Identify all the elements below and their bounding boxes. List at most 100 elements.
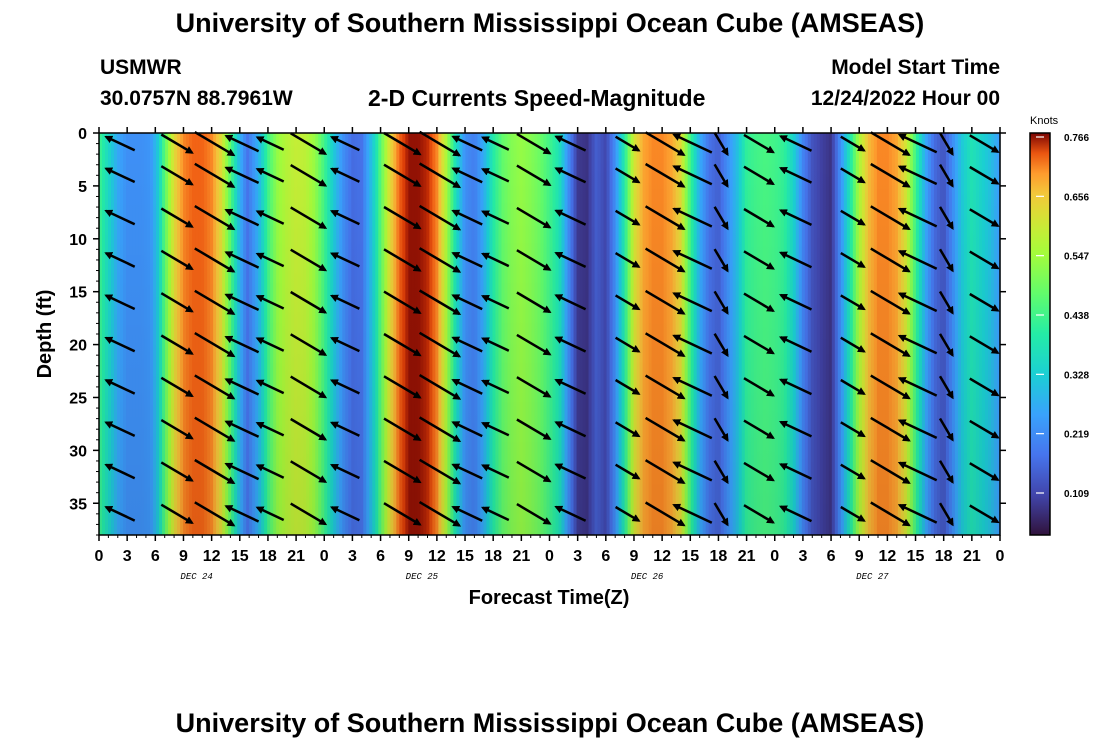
current-arrow [672, 334, 713, 355]
current-arrow [778, 463, 813, 480]
current-arrow [383, 502, 422, 526]
current-arrow [938, 333, 954, 358]
x-axis-ticks: 0 3 6 9 12 15 18 21 0 3 6 9 12 15 18 21 0 3 6 9 12 15 18 21 0 3 6 9… [95, 127, 1005, 565]
current-arrow [290, 375, 328, 399]
current-arrow [255, 136, 285, 151]
current-arrow [329, 336, 360, 353]
x-tick-label: 12 [428, 548, 446, 565]
current-arrow [614, 167, 641, 184]
current-arrow [480, 168, 510, 183]
current-arrow [713, 206, 729, 231]
current-arrow [516, 418, 552, 440]
current-arrow [104, 209, 136, 226]
colorbar: Knots 0.766 0.656 0.547 0.438 0.328 0.219 0.10… [1029, 115, 1089, 536]
current-arrow [255, 506, 285, 522]
y-tick-label: 10 [69, 232, 87, 249]
current-arrow [290, 248, 328, 272]
date-label: DEC 24 [180, 572, 212, 582]
x-tick-label: 21 [512, 548, 530, 565]
model-start-label: Model Start Time [831, 56, 1000, 79]
current-arrow [329, 379, 360, 395]
current-arrow [870, 205, 911, 231]
current-arrow [778, 251, 813, 269]
current-arrow [938, 460, 954, 484]
y-tick-label: 25 [69, 390, 87, 407]
current-arrow [224, 335, 260, 354]
current-arrow [969, 134, 1000, 153]
current-vectors [104, 130, 1000, 527]
current-arrow [840, 505, 866, 522]
current-arrow [451, 294, 483, 311]
x-tick-label: 21 [738, 548, 756, 565]
current-arrow [290, 206, 328, 229]
current-arrow [104, 294, 136, 311]
current-arrow [938, 417, 954, 442]
current-arrow [451, 378, 483, 395]
current-arrow [418, 204, 462, 231]
current-arrow [255, 294, 285, 310]
current-arrow [743, 461, 775, 482]
current-arrow [516, 132, 552, 155]
current-arrow [743, 377, 775, 397]
colorbar-tick-label: 0.109 [1064, 489, 1089, 500]
current-arrow [290, 417, 328, 441]
current-arrow [614, 421, 641, 438]
current-arrow [418, 416, 462, 443]
x-tick-label: 3 [798, 548, 807, 565]
current-arrow [644, 131, 686, 156]
current-arrow [778, 420, 813, 438]
current-arrow [418, 247, 462, 273]
current-arrow [644, 374, 686, 400]
y-tick-label: 35 [69, 496, 87, 513]
current-arrow [480, 252, 510, 268]
current-arrow [644, 205, 686, 231]
current-arrow [480, 379, 510, 395]
current-arrow [713, 502, 729, 527]
current-arrow [870, 247, 911, 273]
current-arrow [897, 165, 938, 186]
x-tick-label: 3 [573, 548, 582, 565]
current-arrow [104, 252, 136, 268]
current-arrow [329, 506, 360, 522]
current-arrow [383, 290, 422, 314]
current-arrow [614, 209, 641, 226]
current-arrow [743, 419, 775, 439]
current-arrow [870, 501, 911, 527]
current-arrow [290, 502, 328, 526]
current-arrow [870, 289, 911, 315]
current-arrow [897, 250, 938, 270]
colorbar-tick-label: 0.766 [1064, 133, 1089, 144]
current-arrow [672, 292, 713, 313]
depth-shading [99, 133, 1000, 535]
current-arrow [554, 378, 587, 395]
x-tick-label: 0 [545, 548, 554, 565]
colorbar-tick-label: 0.547 [1064, 252, 1089, 263]
x-tick-label: 12 [878, 548, 896, 565]
current-arrow [104, 135, 136, 152]
current-arrow [160, 419, 194, 440]
current-arrow [160, 249, 194, 271]
station-id: USMWR [100, 56, 182, 79]
current-arrow [516, 333, 552, 356]
current-arrow [614, 378, 641, 395]
x-tick-label: 0 [996, 548, 1005, 565]
x-tick-label: 18 [935, 548, 953, 565]
current-arrow [672, 133, 713, 154]
current-arrow [383, 163, 422, 187]
date-label: DEC 27 [856, 572, 889, 582]
current-arrow [516, 206, 552, 229]
current-arrow [554, 421, 587, 438]
current-arrow [160, 376, 194, 398]
current-arrow [255, 379, 285, 395]
current-arrow [554, 167, 587, 184]
current-arrow [224, 378, 260, 396]
current-arrow [644, 162, 686, 188]
current-arrow [840, 167, 866, 184]
current-arrow [160, 165, 194, 186]
current-arrow [104, 421, 136, 438]
current-arrow [778, 336, 813, 353]
current-arrow [554, 209, 587, 226]
current-arrow [778, 378, 813, 396]
current-arrow [194, 205, 236, 231]
x-tick-label: 18 [710, 548, 728, 565]
